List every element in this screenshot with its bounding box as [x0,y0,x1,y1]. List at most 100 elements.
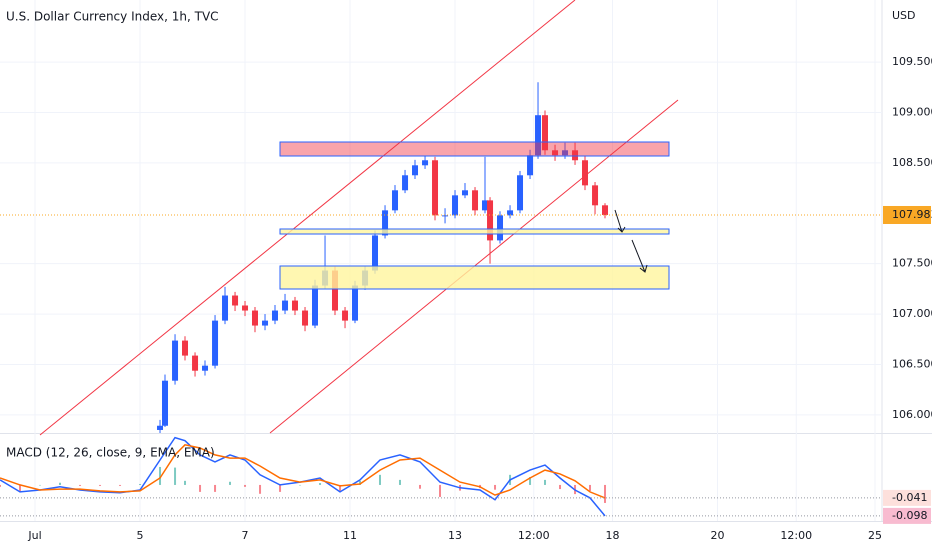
histogram-bar [358,480,361,485]
candle-body [432,160,439,216]
x-tick-label: 12:00 [780,529,812,542]
candle-body [162,380,169,426]
candle-body [372,235,379,271]
x-tick-label: Jul [27,529,41,542]
x-tick-label: 20 [711,529,725,542]
y-tick-label: 108.500 [892,156,932,169]
histogram-bar [19,484,22,492]
histogram-bar [559,484,562,490]
histogram-bar [378,474,381,485]
candle-body [332,270,339,311]
histogram-bar [544,479,547,485]
histogram-bar [214,484,217,492]
candle-body [282,300,289,311]
histogram-bar [79,484,82,486]
last-value-box [883,507,931,524]
candle-body [182,340,189,356]
candle-body [302,310,309,326]
histogram-bar [59,482,62,485]
last-value-box [883,489,931,506]
candle-body [271,310,278,321]
histogram-bar [604,484,607,503]
x-tick-label: 11 [343,529,357,542]
last-price-label: 107.983 [892,208,932,221]
histogram-bar [279,484,282,492]
histogram-bar [319,483,322,485]
histogram-bar [299,484,302,486]
candle-body [572,150,579,161]
candle-body [517,175,524,211]
histogram-bar [419,484,421,489]
x-tick-label: 25 [868,529,882,542]
support-zone [279,228,670,235]
candle-body [192,355,199,371]
candle-body [481,200,488,211]
histogram-bar [339,484,342,491]
x-tick-label: 5 [137,529,144,542]
histogram-bar [199,484,202,492]
candle-body [472,190,479,211]
histogram-bar [119,484,122,486]
candle-body [592,185,599,206]
candle-body [602,205,609,215]
histogram-bar [229,481,232,485]
candle-body [242,305,249,311]
y-tick-label: 109.500 [892,55,932,68]
channel-upper [39,0,576,436]
x-tick-label: 18 [606,529,620,542]
candle-body [342,310,349,321]
histogram-bar [244,484,247,487]
candle-body [291,300,298,311]
candle-body [312,285,318,326]
candle-body [172,340,179,381]
last-value-label: -0.041 [892,491,927,504]
histogram-bar [398,479,401,485]
resistance-zone [279,141,670,157]
histogram-bar [39,484,42,486]
y-tick-label: 106.000 [892,408,932,421]
candle-body [382,210,389,236]
x-tick-label: 7 [242,529,249,542]
candle-body [212,320,219,366]
candle-body [232,295,239,306]
y-tick-label: 109.000 [892,105,932,118]
candle-body [412,165,419,176]
candle-body [542,115,549,151]
x-tick-label: 13 [448,529,462,542]
histogram-bar [494,484,497,490]
candle-body [251,310,258,326]
candle-body [507,210,514,216]
candle-body [422,160,429,166]
candle-body [535,115,542,156]
chart-title: U.S. Dollar Currency Index, 1h, TVC [6,10,219,24]
candle-body [552,150,559,156]
candle-body [497,215,504,241]
candle-body [222,295,229,321]
indicator-line [0,443,606,499]
y-tick-label: 107.000 [892,307,932,320]
x-tick-label: 12:00 [518,529,550,542]
candle-body [262,320,269,326]
histogram-bar [0,484,1,487]
indicator-title: MACD (12, 26, close, 9, EMA, EMA) [6,446,215,460]
histogram-bar [439,484,442,497]
histogram-bar [99,484,102,486]
candle-body [527,155,534,176]
currency-label: USD [892,9,916,22]
candle-body [157,425,164,430]
candle-body [461,190,468,196]
y-tick-label: 107.500 [892,257,932,270]
last-price-box [883,205,931,224]
histogram-bar [184,480,187,485]
y-tick-label: 106.500 [892,357,932,370]
candle-body [582,160,589,186]
candle-body [487,200,494,241]
arrow [631,239,648,273]
histogram-bar [529,477,532,485]
support-zone [279,265,670,290]
candle-body [402,175,409,191]
last-value-label: -0.098 [892,509,927,522]
histogram-bar [259,484,262,494]
